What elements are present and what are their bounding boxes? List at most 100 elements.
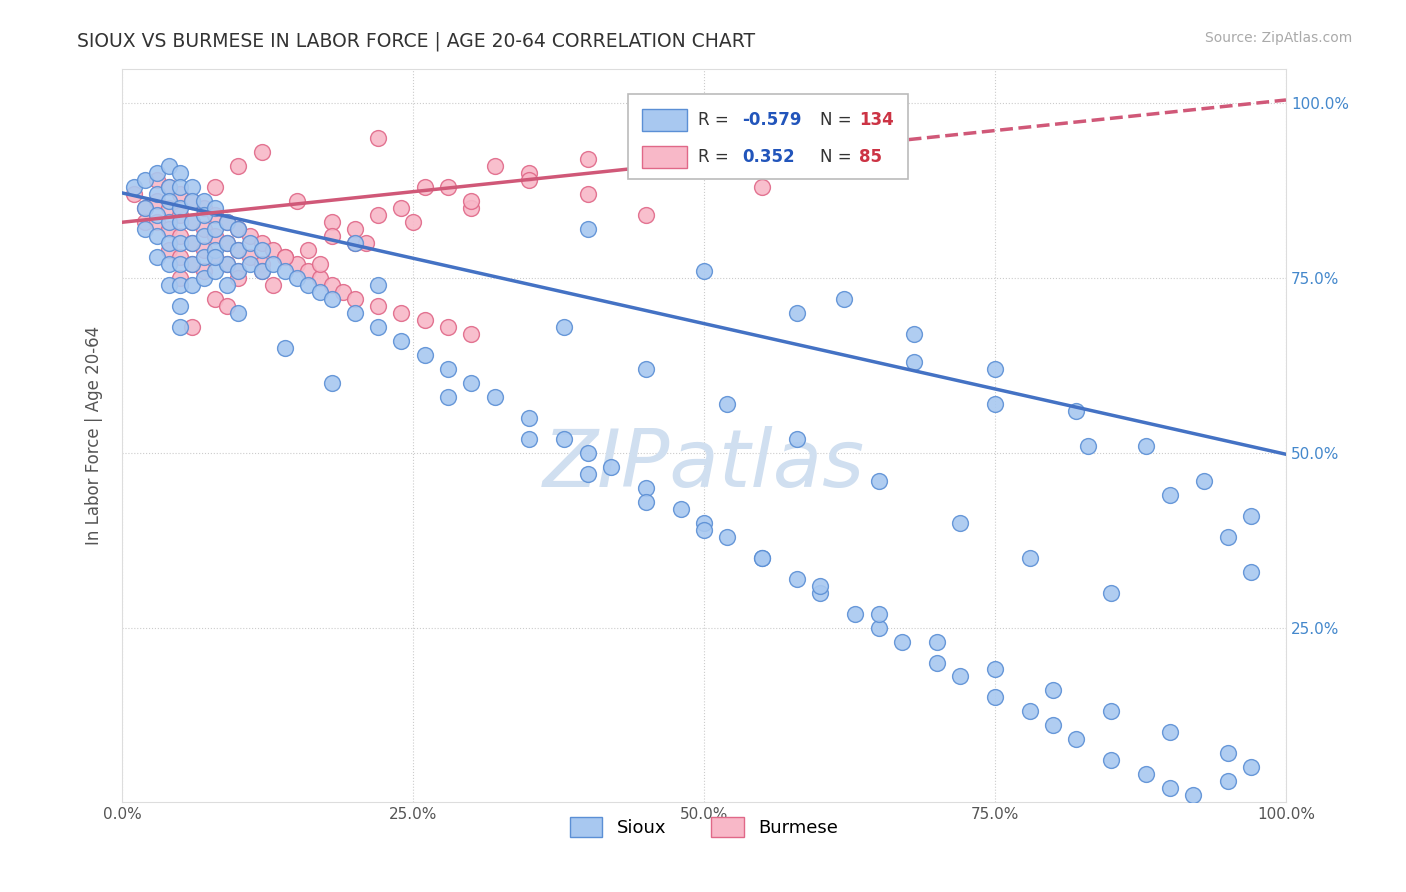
Point bbox=[984, 690, 1007, 705]
Point bbox=[1240, 508, 1263, 523]
Point bbox=[1042, 683, 1064, 698]
Point bbox=[122, 187, 145, 202]
Point bbox=[215, 236, 238, 251]
Point bbox=[1099, 753, 1122, 767]
Point bbox=[157, 222, 180, 236]
Point bbox=[239, 229, 262, 244]
Point bbox=[204, 180, 226, 194]
Point bbox=[367, 208, 389, 222]
Bar bbox=[643, 109, 686, 131]
Point bbox=[204, 250, 226, 264]
Point bbox=[228, 306, 250, 320]
Point bbox=[180, 236, 202, 251]
Point bbox=[751, 550, 773, 565]
Point bbox=[146, 173, 169, 187]
Point bbox=[576, 222, 599, 236]
Point bbox=[157, 257, 180, 271]
Point bbox=[250, 257, 273, 271]
Point bbox=[169, 180, 191, 194]
Point bbox=[343, 292, 366, 306]
Legend: Sioux, Burmese: Sioux, Burmese bbox=[562, 809, 845, 845]
Point bbox=[169, 278, 191, 293]
Point bbox=[716, 530, 738, 544]
Point bbox=[193, 250, 215, 264]
Point bbox=[134, 222, 156, 236]
Point bbox=[215, 278, 238, 293]
Point bbox=[193, 229, 215, 244]
Point bbox=[693, 111, 716, 125]
Point bbox=[460, 376, 482, 390]
Point bbox=[367, 278, 389, 293]
Point bbox=[389, 306, 412, 320]
Point bbox=[169, 215, 191, 229]
Point bbox=[297, 264, 319, 278]
Point bbox=[146, 215, 169, 229]
Point bbox=[274, 341, 297, 355]
Point bbox=[389, 201, 412, 215]
Point bbox=[519, 173, 541, 187]
Point bbox=[634, 495, 657, 509]
Point bbox=[484, 159, 506, 173]
Point bbox=[332, 285, 354, 300]
Point bbox=[437, 390, 460, 404]
Point bbox=[1216, 774, 1239, 789]
Point bbox=[576, 153, 599, 167]
Text: R =: R = bbox=[699, 148, 734, 166]
Point bbox=[193, 194, 215, 209]
Point bbox=[321, 229, 343, 244]
Point bbox=[204, 292, 226, 306]
Point bbox=[169, 236, 191, 251]
Point bbox=[868, 474, 890, 488]
Point bbox=[1066, 732, 1088, 747]
Point bbox=[1135, 767, 1157, 781]
Point bbox=[903, 355, 925, 369]
Point bbox=[519, 411, 541, 425]
Point bbox=[413, 348, 436, 362]
Point bbox=[1099, 585, 1122, 599]
Point bbox=[576, 187, 599, 202]
Point bbox=[239, 236, 262, 251]
Text: 0.352: 0.352 bbox=[742, 148, 794, 166]
Point bbox=[228, 222, 250, 236]
Point bbox=[553, 320, 575, 334]
Point bbox=[1042, 718, 1064, 732]
Point bbox=[228, 159, 250, 173]
Point bbox=[204, 201, 226, 215]
Point bbox=[367, 320, 389, 334]
Point bbox=[890, 634, 912, 648]
Point bbox=[215, 257, 238, 271]
Point bbox=[134, 173, 156, 187]
Point bbox=[367, 299, 389, 313]
Point bbox=[553, 432, 575, 446]
Point bbox=[193, 201, 215, 215]
Point bbox=[402, 215, 425, 229]
Point bbox=[193, 244, 215, 258]
Point bbox=[193, 222, 215, 236]
Point bbox=[215, 299, 238, 313]
Point bbox=[157, 201, 180, 215]
Point bbox=[157, 236, 180, 251]
Point bbox=[157, 194, 180, 209]
Point bbox=[1240, 760, 1263, 774]
Point bbox=[228, 264, 250, 278]
Point bbox=[193, 208, 215, 222]
Point bbox=[169, 166, 191, 180]
Point bbox=[134, 201, 156, 215]
Text: SIOUX VS BURMESE IN LABOR FORCE | AGE 20-64 CORRELATION CHART: SIOUX VS BURMESE IN LABOR FORCE | AGE 20… bbox=[77, 31, 755, 51]
Point bbox=[146, 229, 169, 244]
Point bbox=[693, 523, 716, 537]
Point bbox=[1135, 439, 1157, 453]
Point bbox=[169, 320, 191, 334]
Point bbox=[786, 572, 808, 586]
Point bbox=[309, 257, 332, 271]
Point bbox=[576, 446, 599, 460]
Point bbox=[321, 292, 343, 306]
Point bbox=[169, 250, 191, 264]
Point bbox=[343, 236, 366, 251]
Point bbox=[949, 669, 972, 683]
Point bbox=[984, 397, 1007, 411]
Point bbox=[1159, 781, 1181, 796]
Point bbox=[250, 145, 273, 160]
Point bbox=[925, 656, 948, 670]
Point bbox=[228, 244, 250, 258]
